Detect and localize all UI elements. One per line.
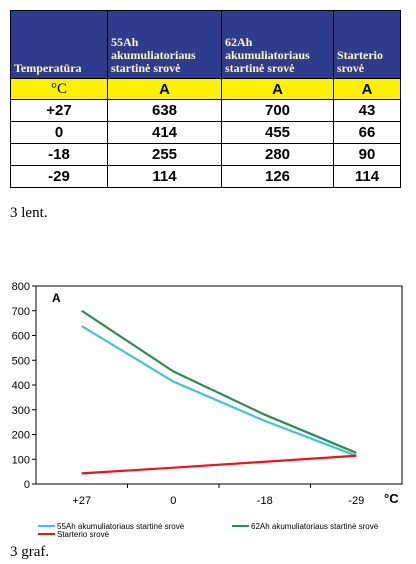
table-cell: 280	[221, 143, 334, 166]
header-starter-current: Starterio srovė	[333, 10, 401, 79]
y-axis-label: A	[52, 291, 61, 305]
x-tick-label: 0	[170, 495, 176, 507]
x-tick-label: -29	[348, 495, 364, 507]
unit-temperature: °C	[10, 78, 108, 100]
y-tick-label: 300	[12, 405, 30, 417]
table-cell: 114	[333, 165, 401, 188]
header-55ah-current: 55Ah akumuliatoriaus startinė srovė	[107, 10, 222, 79]
table-row: -18 255 280 90	[10, 143, 401, 166]
y-tick-label: 400	[12, 380, 30, 392]
header-62ah-current: 62Ah akumuliatoriaus startinė srovė	[221, 10, 334, 79]
table-row: -29 114 126 114	[10, 165, 401, 188]
table-cell: 90	[333, 143, 401, 166]
legend-label-1: 55Ah akumuliatoriaus startinė srovė	[57, 522, 185, 531]
series-line-1	[81, 325, 357, 457]
table-cell: -29	[10, 165, 108, 188]
table-row: 0 414 455 66	[10, 121, 401, 144]
current-vs-temperature-chart: 0 100 200 300 400 500 600 700 800 +27 0 -18 -29 A °…	[12, 281, 403, 539]
table-cell: 700	[221, 99, 334, 122]
table-cell: 255	[107, 143, 222, 166]
table-cell: 43	[333, 99, 401, 122]
table-cell: 638	[107, 99, 222, 122]
y-tick-label: 600	[12, 331, 30, 343]
table-cell: 66	[333, 121, 401, 144]
table-cell: 455	[221, 121, 334, 144]
series-line-3	[81, 454, 357, 475]
unit-55ah: A	[107, 78, 222, 100]
legend-label-2: 62Ah akumuliatoriaus startinė srovė	[251, 522, 379, 531]
unit-starter: A	[333, 78, 401, 100]
table-cell: 126	[221, 165, 334, 188]
table-cell: +27	[10, 99, 108, 122]
table-row: +27 638 700 43	[10, 99, 401, 122]
chart-caption: 3 graf.	[10, 544, 50, 560]
x-tick-label: -18	[257, 495, 273, 507]
table-cell: 114	[107, 165, 222, 188]
table-cell: -18	[10, 143, 108, 166]
y-tick-label: 100	[12, 454, 30, 466]
y-tick-label: 800	[12, 281, 30, 293]
series-line-2	[81, 309, 357, 454]
table-cell: 414	[107, 121, 222, 144]
y-tick-label: 700	[12, 306, 30, 318]
table-cell: 0	[10, 121, 108, 144]
y-tick-label: 500	[12, 355, 30, 367]
x-tick-label: +27	[72, 495, 91, 507]
table-caption: 3 lent.	[10, 205, 48, 221]
y-tick-label: 0	[24, 479, 30, 491]
unit-62ah: A	[221, 78, 334, 100]
legend-label-3: Starterio srovė	[57, 530, 110, 539]
header-temperature: Temperatūra	[10, 10, 108, 79]
y-tick-label: 200	[12, 430, 30, 442]
temperature-current-table: Temperatūra 55Ah akumuliatoriaus startin…	[10, 10, 401, 188]
x-axis-label: °C	[384, 491, 399, 506]
